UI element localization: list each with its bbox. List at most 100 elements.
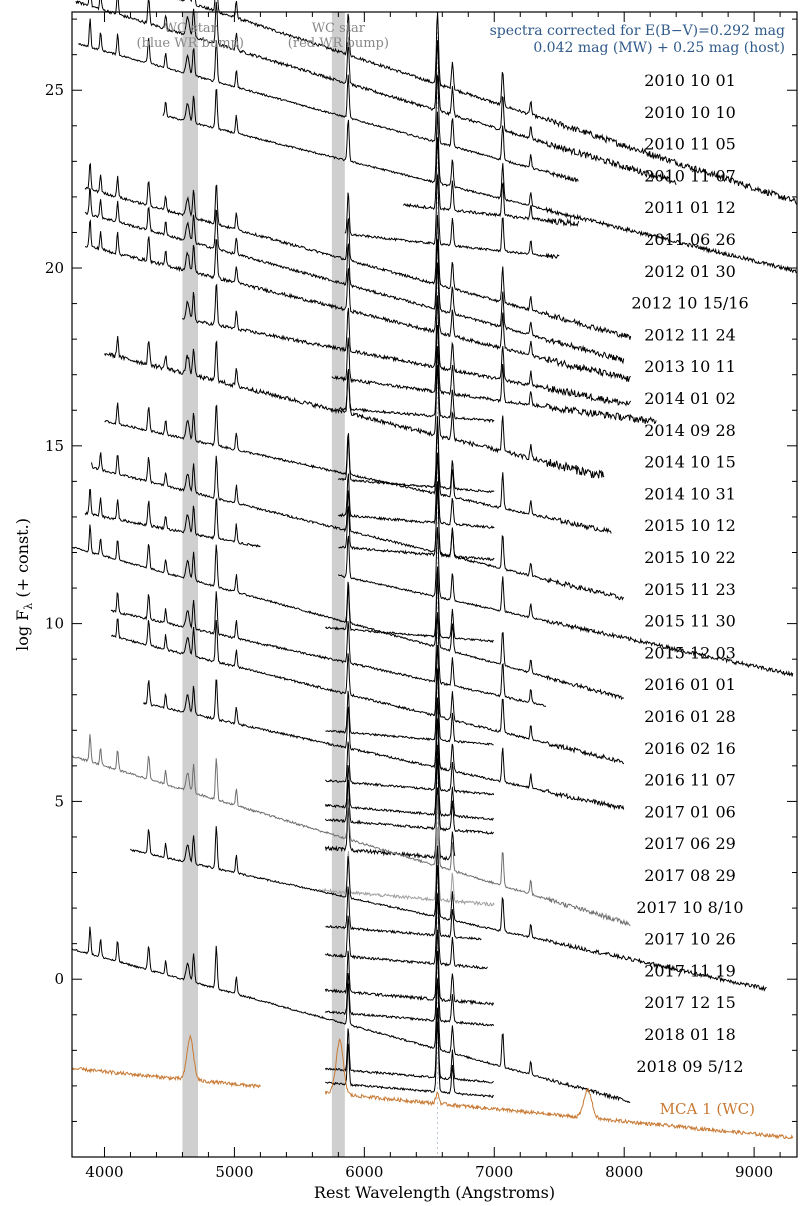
y-axis-title-subscript: λ — [22, 603, 35, 610]
spectrum-10 — [331, 324, 657, 425]
x-axis-title: Rest Wavelength (Angstroms) — [314, 1183, 555, 1202]
spectrum-31 — [318, 827, 495, 907]
spectrum-25 — [143, 679, 625, 811]
date-label-18: 2015 12 03 — [644, 643, 736, 662]
spectrum-extra-1 — [325, 865, 482, 941]
y-axis-title-suffix: (+ const.) — [13, 518, 32, 603]
date-label-17: 2015 11 30 — [644, 612, 736, 631]
spectrum-13 — [337, 416, 495, 494]
spectrum-extra-3 — [324, 929, 495, 1007]
x-tick-label-0: 4000 — [85, 1163, 123, 1181]
date-label-26: 2017 10 8/10 — [636, 898, 743, 917]
x-tick-label-1: 5000 — [215, 1163, 253, 1181]
date-label-24: 2017 06 29 — [644, 834, 736, 853]
spectrum-extra-2 — [324, 893, 488, 970]
band-label-title-0: WC star — [164, 21, 218, 36]
date-label-21: 2016 02 16 — [644, 739, 736, 758]
date-label-30: 2018 01 18 — [644, 1025, 736, 1044]
date-label-13: 2014 10 31 — [644, 484, 736, 503]
spectrum-23 — [110, 618, 625, 765]
date-label-14: 2015 10 12 — [644, 516, 736, 535]
date-label-0: 2010 10 01 — [644, 71, 736, 90]
date-label-23: 2017 01 06 — [644, 802, 736, 821]
extinction-note-line2: 0.042 mag (MW) + 0.25 mag (host) — [533, 40, 785, 56]
spectrum-0 — [175, 0, 798, 205]
extinction-note-line1: spectra corrected for E(B−V)=0.292 mag — [490, 23, 785, 39]
y-axis-title: log Fλ (+ const.) — [13, 518, 35, 651]
date-label-4: 2011 01 12 — [644, 198, 736, 217]
x-tick-label-3: 7000 — [475, 1163, 513, 1181]
date-label-27: 2017 10 26 — [644, 930, 736, 949]
band-label-subtitle-0: (blue WR bump) — [137, 36, 244, 51]
spectrum-15 — [338, 452, 495, 529]
wr-band-0 — [182, 12, 199, 1157]
date-label-28: 2017 11 19 — [644, 961, 736, 980]
date-label-3: 2010 11 07 — [644, 166, 736, 185]
date-label-25: 2017 08 29 — [644, 866, 736, 885]
date-label-31: 2018 09 5/12 — [636, 1057, 743, 1076]
date-label-29: 2017 12 15 — [644, 993, 736, 1012]
y-axis-title-main: log F — [13, 610, 32, 651]
template-label: MCA 1 (WC) — [660, 1100, 755, 1118]
date-label-22: 2016 11 07 — [644, 771, 736, 790]
spectrum-27 — [324, 744, 495, 821]
date-label-11: 2014 09 28 — [644, 421, 736, 440]
spectrum-24 — [325, 668, 494, 746]
spectrum-extra-7 — [325, 1021, 495, 1099]
plot-frame — [71, 11, 798, 1158]
spectrum-14 — [104, 402, 612, 534]
spectrum-22 — [110, 591, 547, 707]
spectrum-28 — [324, 757, 495, 835]
date-label-16: 2015 11 23 — [644, 580, 736, 599]
spectra-series-group — [71, 0, 798, 1140]
date-label-6: 2012 01 30 — [644, 262, 736, 281]
spectrum-29 — [324, 787, 456, 861]
x-tick-label-5: 9000 — [735, 1163, 773, 1181]
spectrum-4 — [402, 137, 580, 228]
spectrum-16 — [338, 483, 495, 562]
spectrum-12 — [104, 335, 605, 479]
y-tick-label-2: 10 — [45, 615, 64, 633]
date-label-15: 2015 10 22 — [644, 548, 736, 567]
spectrum-11 — [338, 346, 495, 423]
spectrum-20 — [325, 566, 494, 644]
axis-ticks-group: 4000 5000 6000 7000 8000 9000 0 5 10 15 20 25 — [45, 12, 797, 1181]
spectrum-8 — [85, 218, 631, 382]
spectrum-extra-4 — [324, 950, 495, 1027]
date-label-8: 2012 11 24 — [644, 325, 736, 344]
spectrum-9 — [182, 283, 632, 407]
x-tick-label-4: 8000 — [605, 1163, 643, 1181]
date-label-7: 2012 10 15/16 — [631, 294, 748, 313]
date-label-10: 2014 01 02 — [644, 389, 736, 408]
date-label-1: 2010 10 10 — [644, 103, 736, 122]
date-label-5: 2011 06 26 — [644, 230, 736, 249]
spectrum-30 — [71, 734, 631, 927]
template-spectrum-1 — [324, 1038, 794, 1140]
band-labels-group: WC star(blue WR bump)WC star(red WR bump… — [137, 21, 389, 51]
spectrum-19 — [337, 527, 794, 677]
date-labels-group: 2010 10 01 2010 10 10 2010 11 05 2010 11 07… — [631, 71, 748, 1076]
y-tick-label-1: 5 — [54, 792, 64, 810]
y-tick-label-3: 15 — [45, 437, 64, 455]
spectrum-7 — [84, 188, 625, 365]
y-tick-label-0: 0 — [54, 970, 64, 988]
date-label-9: 2013 10 11 — [644, 357, 736, 376]
y-tick-label-4: 20 — [45, 259, 64, 277]
spectrum-26 — [325, 718, 495, 796]
spectrum-extra-5 — [71, 926, 631, 1103]
template-spectrum-0 — [71, 1033, 261, 1089]
y-tick-label-5: 25 — [45, 81, 64, 99]
wr-band-1 — [331, 12, 345, 1157]
date-label-2: 2010 11 05 — [644, 135, 736, 154]
spectrum-extra-6 — [324, 1007, 494, 1084]
date-label-19: 2016 01 01 — [644, 675, 736, 694]
x-tick-label-2: 6000 — [345, 1163, 383, 1181]
band-label-title-1: WC star — [312, 21, 366, 36]
spectrum-3 — [162, 88, 797, 274]
date-label-20: 2016 01 28 — [644, 707, 736, 726]
spectrum-2 — [78, 18, 579, 183]
date-label-12: 2014 10 15 — [644, 453, 736, 472]
spectrum-21 — [71, 524, 625, 701]
spectrum-6 — [84, 162, 632, 340]
